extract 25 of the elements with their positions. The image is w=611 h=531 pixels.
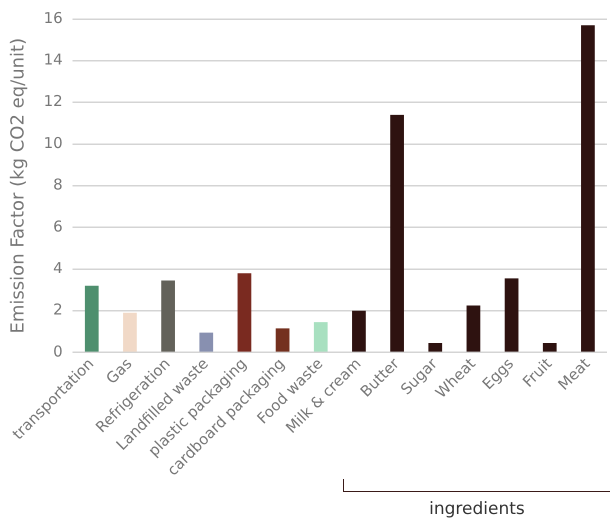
y-tick-label: 4: [53, 258, 63, 277]
bar: [466, 306, 480, 352]
bar: [276, 328, 290, 352]
y-tick-label: 6: [53, 217, 63, 236]
text: ingredients: [428, 499, 526, 519]
bar: [581, 25, 595, 352]
y-tick-label: 0: [53, 342, 63, 360]
y-tick-label: 2: [53, 300, 63, 319]
y-tick-label: 10: [44, 134, 63, 152]
bar: [199, 332, 214, 352]
bar: [542, 343, 557, 352]
bar: [314, 322, 328, 352]
y-tick-label: 14: [44, 50, 63, 69]
bar: [390, 114, 404, 352]
y-axis-title: Emission Factor (kg CO2 eq/unit): [7, 38, 28, 334]
bar: [238, 273, 252, 352]
bar: [123, 312, 137, 352]
bar: [428, 343, 442, 352]
bar: [84, 286, 99, 352]
y-tick-label: 16: [44, 8, 63, 27]
bar: [352, 310, 366, 352]
y-tick-label: 12: [44, 92, 63, 110]
bar: [504, 278, 518, 352]
bar: [161, 280, 175, 352]
y-tick-label: 8: [53, 176, 63, 194]
